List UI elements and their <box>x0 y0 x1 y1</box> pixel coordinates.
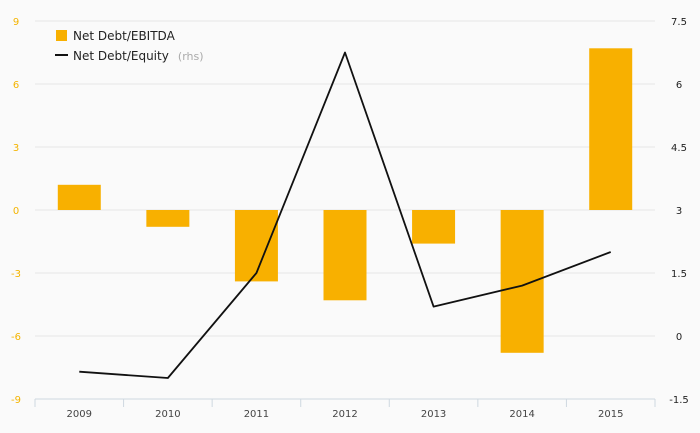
line-series <box>79 51 612 379</box>
right-tick-label: 4.5 <box>671 143 687 154</box>
bar <box>57 184 101 210</box>
left-tick-label: -9 <box>11 395 21 406</box>
x-tick-label: 2015 <box>598 409 623 420</box>
x-axis: 2009 2010 2011 2012 2013 2014 2015 <box>34 398 656 420</box>
bar <box>589 48 633 210</box>
right-tick-label: -1.5 <box>669 395 689 406</box>
bar <box>234 210 278 282</box>
bar-series <box>57 48 633 353</box>
bar <box>323 210 367 301</box>
left-tick-label: 0 <box>13 206 19 217</box>
left-y-axis: 9 6 3 0 -3 -6 -9 <box>11 17 21 406</box>
left-tick-label: -3 <box>11 269 21 280</box>
right-tick-label: 6 <box>676 80 682 91</box>
x-tick-label: 2011 <box>244 409 269 420</box>
legend-label-line: Net Debt/Equity (rhs) <box>73 45 204 64</box>
bar <box>146 210 190 227</box>
right-tick-label: 7.5 <box>671 17 687 28</box>
legend: Net Debt/EBITDA Net Debt/Equity (rhs) <box>55 29 204 64</box>
right-tick-label: 0 <box>676 332 682 343</box>
legend-label-line-name: Net Debt/Equity <box>73 49 169 63</box>
legend-label-line-suffix: (rhs) <box>178 50 204 63</box>
right-tick-label: 3 <box>676 206 682 217</box>
bar <box>500 210 544 353</box>
bar <box>412 210 456 244</box>
left-tick-label: 9 <box>13 17 19 28</box>
x-tick-label: 2014 <box>509 409 534 420</box>
x-tick-label: 2012 <box>332 409 357 420</box>
legend-swatch-bar <box>56 30 67 41</box>
x-tick-label: 2009 <box>67 409 92 420</box>
left-tick-label: -6 <box>11 332 21 343</box>
x-tick-label: 2010 <box>155 409 180 420</box>
left-tick-label: 6 <box>13 80 19 91</box>
right-y-axis: 7.5 6 4.5 3 1.5 0 -1.5 <box>669 17 689 406</box>
legend-label-bar: Net Debt/EBITDA <box>73 29 176 43</box>
left-tick-label: 3 <box>13 143 19 154</box>
right-tick-label: 1.5 <box>671 269 687 280</box>
x-tick-label: 2013 <box>421 409 446 420</box>
